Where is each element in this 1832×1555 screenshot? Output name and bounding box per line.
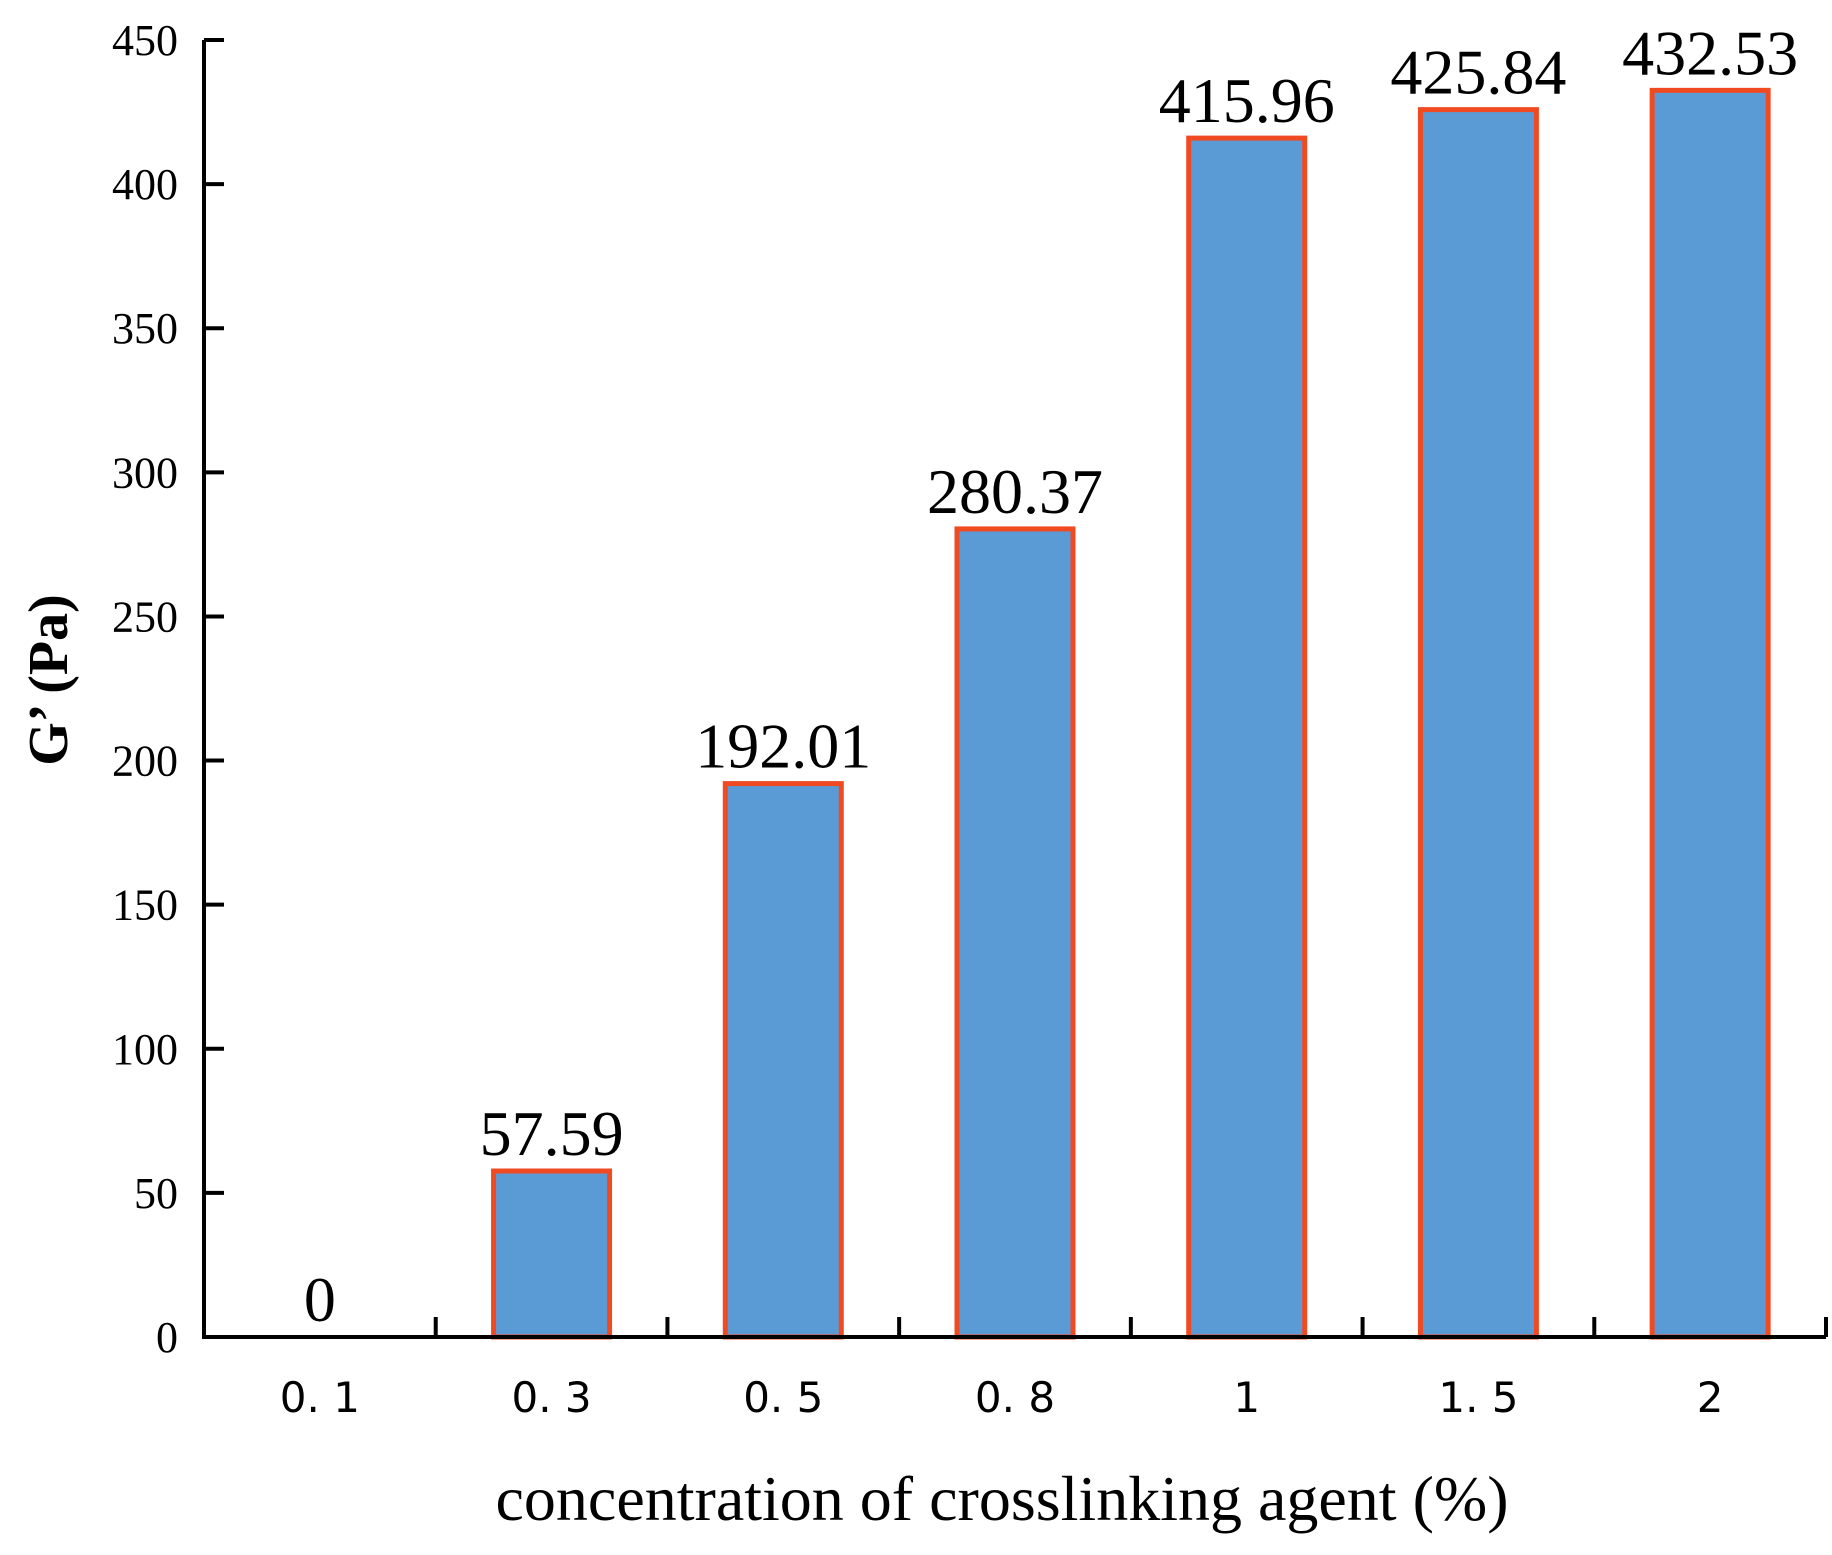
x-tick-label: 0. 5 bbox=[743, 1373, 823, 1422]
x-tick-label: 2 bbox=[1697, 1373, 1724, 1422]
y-tick-label: 0 bbox=[156, 1313, 178, 1362]
x-axis-title: concentration of crosslinking agent (%) bbox=[496, 1463, 1509, 1534]
y-tick-label: 450 bbox=[112, 16, 178, 65]
x-tick-label: 0. 8 bbox=[975, 1373, 1055, 1422]
x-tick-label: 0. 3 bbox=[511, 1373, 591, 1422]
x-tick-label: 1. 5 bbox=[1438, 1373, 1518, 1422]
y-tick-label: 50 bbox=[134, 1169, 178, 1218]
data-label: 415.96 bbox=[1159, 65, 1335, 136]
y-tick-label: 300 bbox=[112, 448, 178, 497]
data-label: 57.59 bbox=[480, 1098, 624, 1169]
y-tick-labels: 0 50 100 150 200 250 300 350 400 450 bbox=[112, 16, 178, 1362]
y-tick-label: 200 bbox=[112, 737, 178, 786]
y-tick-label: 400 bbox=[112, 160, 178, 209]
y-tick-label: 350 bbox=[112, 304, 178, 353]
y-tick-label: 250 bbox=[112, 592, 178, 641]
bar bbox=[491, 1168, 613, 1340]
bars-layer bbox=[491, 87, 1771, 1340]
axes-layer bbox=[202, 38, 1828, 1339]
bar bbox=[1417, 107, 1539, 1340]
data-label: 425.84 bbox=[1390, 37, 1566, 108]
y-tick-label: 150 bbox=[112, 881, 178, 930]
x-tick-label: 1 bbox=[1233, 1373, 1260, 1422]
data-label: 0 bbox=[304, 1264, 336, 1335]
bar bbox=[1649, 87, 1771, 1340]
y-tick-label: 100 bbox=[112, 1025, 178, 1074]
data-label: 280.37 bbox=[927, 456, 1103, 527]
bar bbox=[1186, 135, 1308, 1340]
data-label: 432.53 bbox=[1622, 17, 1798, 88]
y-axis-title: G’ (Pa) bbox=[18, 594, 80, 766]
x-tick-label: 0. 1 bbox=[280, 1373, 360, 1422]
bar bbox=[722, 781, 844, 1340]
bar bbox=[954, 526, 1076, 1340]
value-labels-layer: 0 57.59 192.01 280.37 415.96 425.84 432.53 bbox=[304, 17, 1798, 1335]
x-tick-labels: 0. 1 0. 3 0. 5 0. 8 1 1. 5 2 bbox=[280, 1373, 1724, 1422]
data-label: 192.01 bbox=[695, 711, 871, 782]
